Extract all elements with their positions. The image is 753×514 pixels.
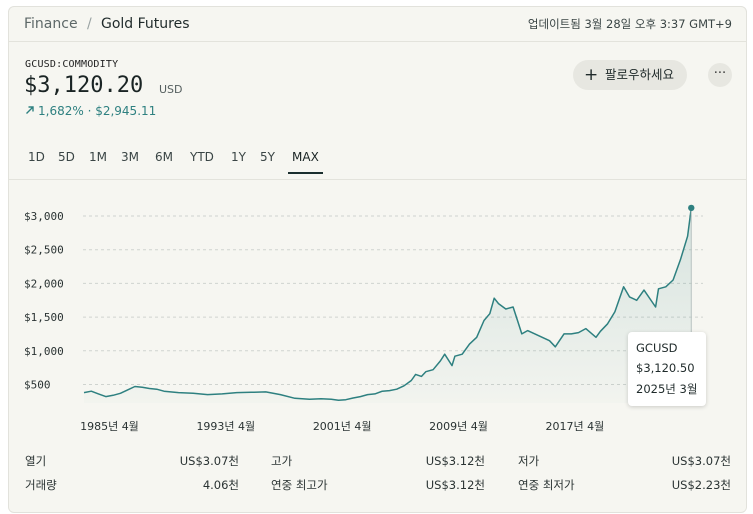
chart-tooltip: GCUSD $3,120.50 2025년 3월 [628,332,706,406]
y-axis-label: $1,000 [24,345,64,358]
x-axis-label: 2009년 4월 [429,420,488,433]
stat-volume-label: 거래량 [25,478,57,492]
arrow-up-right-icon [26,106,34,114]
currency-code: USD [159,83,183,96]
series-area [84,207,692,403]
plus-icon: + [584,65,599,85]
ticker-symbol: GCUSD:COMMODITY [25,59,119,70]
y-axis-label: $2,000 [24,277,64,290]
stat-volume-value: 4.06천 [202,478,239,492]
tab-max[interactable]: MAX [288,150,323,174]
range-tabs: 1D 5D 1M 3M 6M YTD 1Y 5Y MAX [9,147,746,180]
more-options-button[interactable]: ··· [708,63,732,87]
more-icon: ··· [713,66,727,81]
price-change: 1,682% · $2,945.11 [25,104,156,118]
tab-6m[interactable]: 6M [155,150,173,164]
stat-high-label: 고가 [271,454,293,468]
x-axis-label: 1985년 4월 [80,420,139,433]
stat-low-value: US$3.07천 [671,454,731,468]
y-axis-label: $1,500 [24,311,64,324]
tooltip-date: 2025년 3월 [636,382,698,396]
y-axis-label: $3,000 [24,210,64,223]
tab-3m[interactable]: 3M [121,150,139,164]
stat-open-label: 열기 [25,454,47,468]
breadcrumb-separator: / [87,16,92,32]
x-axis-label: 2001년 4월 [313,420,372,433]
series-line [83,207,693,402]
current-price: $3,120.20 [24,73,144,98]
tab-1y[interactable]: 1Y [231,150,246,164]
follow-button-label: 팔로우하세요 [605,67,675,82]
y-axis-label: $500 [24,379,51,392]
tab-5y[interactable]: 5Y [260,150,275,164]
stat-open-value: US$3.07천 [179,454,239,468]
tab-5d[interactable]: 5D [58,150,75,164]
stat-year-high-label: 연중 최고가 [271,478,328,492]
stat-year-low-value: US$2.23천 [671,478,731,492]
x-axis-label: 1993년 4월 [196,420,255,433]
follow-button[interactable]: + 팔로우하세요 [573,60,687,90]
tooltip-symbol: GCUSD [636,341,678,355]
tab-1m[interactable]: 1M [89,150,107,164]
y-axis-label: $2,500 [24,244,64,257]
stat-low-label: 저가 [518,454,540,468]
x-axis-label: 2017년 4월 [546,420,605,433]
stat-high-value: US$3.12천 [425,454,485,468]
tab-1d[interactable]: 1D [28,150,45,164]
finance-panel: Finance / Gold Futures 업데이트됨 3월 28일 오후 3… [8,6,747,513]
breadcrumb-current: Gold Futures [101,16,190,32]
updated-timestamp: 업데이트됨 3월 28일 오후 3:37 GMT+9 [527,17,732,31]
price-change-value: 1,682% · $2,945.11 [38,104,157,118]
latest-point [688,204,695,212]
tooltip-value: $3,120.50 [636,361,695,375]
top-bar: Finance / Gold Futures 업데이트됨 3월 28일 오후 3… [9,7,746,42]
tab-ytd[interactable]: YTD [190,150,214,164]
stat-year-high-value: US$3.12천 [425,478,485,492]
stat-year-low-label: 연중 최저가 [518,478,575,492]
breadcrumb-finance[interactable]: Finance [24,16,78,32]
